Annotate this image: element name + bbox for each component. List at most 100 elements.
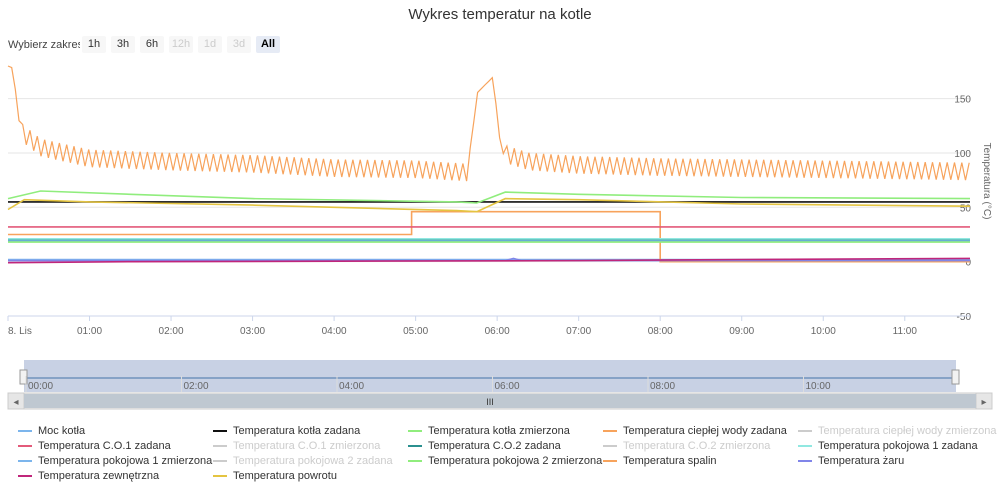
legend-item[interactable]: Temperatura ciepłej wody zadana <box>603 425 787 437</box>
navigator-background <box>24 360 956 392</box>
x-tick-label: 07:00 <box>566 326 591 337</box>
series-line-temperatura-spalin[interactable] <box>7 65 970 182</box>
x-tick-label: 04:00 <box>322 326 347 337</box>
range-button-3d[interactable]: 3d <box>227 36 251 53</box>
range-selector-label: Wybierz zakres <box>8 39 80 51</box>
x-tick-label: 09:00 <box>729 326 754 337</box>
legend-item-label: Temperatura ciepłej wody zmierzona <box>818 425 997 437</box>
legend-item[interactable]: Temperatura kotła zmierzona <box>408 425 570 437</box>
x-tick-label: 08:00 <box>648 326 673 337</box>
x-tick-label: 06:00 <box>485 326 510 337</box>
navigator-ticks: 00:00 02:00 04:00 06:00 08:00 10:00 <box>25 376 831 392</box>
y-tick-label: 50 <box>960 203 972 214</box>
legend-item-label: Temperatura ciepłej wody zadana <box>623 425 787 437</box>
navigator-selected-range[interactable] <box>24 360 956 392</box>
legend-line-symbol <box>213 475 227 477</box>
range-button-12h[interactable]: 12h <box>169 36 193 53</box>
legend-item-label: Temperatura żaru <box>818 455 905 467</box>
legend-item[interactable]: Temperatura ciepłej wody zmierzona <box>798 425 997 437</box>
chart-title: Wykres temperatur na kotle <box>408 6 592 23</box>
series-line-temperatura-powrotu[interactable] <box>7 197 971 213</box>
legend-item-label: Temperatura kotła zadana <box>233 425 361 437</box>
legend-item-label: Temperatura C.O.1 zadana <box>38 440 171 452</box>
legend-item-label: Temperatura C.O.2 zmierzona <box>623 440 771 452</box>
series-line-temperatura-kotła-zmierzona[interactable] <box>7 190 971 204</box>
line-chart[interactable]: 150 100 50 0 -50 8. Lis 01:00 02:00 03:00 04:00 05… <box>0 60 1000 360</box>
navigator[interactable]: 00:00 02:00 04:00 06:00 08:00 10:00 ◂ ▸ III <box>0 360 1000 412</box>
legend-item[interactable]: Temperatura C.O.1 zmierzona <box>213 440 380 452</box>
legend-item[interactable]: Temperatura żaru <box>798 455 904 467</box>
series-line-temperatura-ciepłej-wody-zadana[interactable] <box>8 210 970 263</box>
legend-item[interactable]: Temperatura C.O.2 zadana <box>408 440 561 452</box>
range-selector-buttons: 1h 3h 6h 12h 1d 3d All <box>82 36 280 53</box>
y-tick-label: 150 <box>954 95 971 106</box>
legend-item-label: Temperatura pokojowa 2 zadana <box>233 455 393 467</box>
legend-item-label: Temperatura pokojowa 1 zmierzona <box>38 455 213 467</box>
y-tick-label: 0 <box>965 258 971 269</box>
legend-item[interactable]: Temperatura pokojowa 2 zmierzona <box>408 455 602 467</box>
legend-line-symbol <box>213 460 227 462</box>
navigator-right-handle[interactable] <box>951 369 960 385</box>
range-button-6h[interactable]: 6h <box>140 36 164 53</box>
legend-item[interactable]: Temperatura pokojowa 1 zadana <box>798 440 978 452</box>
legend-item[interactable]: Temperatura zewnętrzna <box>18 470 159 482</box>
legend-line-symbol <box>18 460 32 462</box>
legend-item[interactable]: Temperatura pokojowa 1 zmierzona <box>18 455 212 467</box>
legend-item[interactable]: Temperatura powrotu <box>213 470 337 482</box>
legend-line-symbol <box>603 445 617 447</box>
navigator-tick-label: 06:00 <box>495 381 520 392</box>
legend-item[interactable]: Temperatura C.O.1 zadana <box>18 440 171 452</box>
navigator-tick-label: 02:00 <box>184 381 209 392</box>
navigator-tick-label: 04:00 <box>339 381 364 392</box>
scrollbar-thumb[interactable] <box>24 394 976 408</box>
legend-line-symbol <box>798 430 812 432</box>
legend-item-label: Temperatura C.O.2 zadana <box>428 440 561 452</box>
legend-line-symbol <box>408 430 422 432</box>
legend-line-symbol <box>18 475 32 477</box>
legend-item-label: Temperatura C.O.1 zmierzona <box>233 440 381 452</box>
x-tick-label: 01:00 <box>77 326 102 337</box>
x-tick-label: 02:00 <box>159 326 184 337</box>
legend-item[interactable]: Temperatura spalin <box>603 455 717 467</box>
legend-line-symbol <box>798 445 812 447</box>
legend-line-symbol <box>408 460 422 462</box>
legend-line-symbol <box>603 460 617 462</box>
range-button-1d[interactable]: 1d <box>198 36 222 53</box>
scrollbar-left-arrow-icon: ◂ <box>13 397 18 408</box>
x-tick-label: 03:00 <box>240 326 265 337</box>
legend-item-label: Moc kotła <box>38 425 86 437</box>
legend-item[interactable]: Moc kotła <box>18 425 85 437</box>
legend-item[interactable]: Temperatura kotła zadana <box>213 425 360 437</box>
legend-line-symbol <box>213 445 227 447</box>
legend-line-symbol <box>798 460 812 462</box>
legend-item-label: Temperatura pokojowa 2 zmierzona <box>428 455 603 467</box>
x-tick-label: 8. Lis <box>8 326 32 337</box>
legend-line-symbol <box>213 430 227 432</box>
range-button-1h[interactable]: 1h <box>82 36 106 53</box>
scrollbar-grip-icon: III <box>486 397 494 407</box>
legend-item-label: Temperatura zewnętrzna <box>38 470 160 482</box>
x-tick-label: 05:00 <box>403 326 428 337</box>
navigator-tick-label: 08:00 <box>650 381 675 392</box>
y-tick-label: 100 <box>954 149 971 160</box>
navigator-tick-label: 00:00 <box>28 381 53 392</box>
navigator-tick-label: 10:00 <box>806 381 831 392</box>
range-button-all[interactable]: All <box>256 36 280 53</box>
navigator-left-handle[interactable] <box>19 369 28 385</box>
legend-item-label: Temperatura powrotu <box>233 470 337 482</box>
series-line-temperatura-zewnętrzna[interactable] <box>7 257 971 264</box>
legend-line-symbol <box>18 430 32 432</box>
legend-line-symbol <box>18 445 32 447</box>
legend-item[interactable]: Temperatura pokojowa 2 zadana <box>213 455 393 467</box>
y-axis-title: Temperatura (°C) <box>981 143 992 220</box>
y-tick-label: -50 <box>957 312 972 323</box>
legend-line-symbol <box>603 430 617 432</box>
legend-item-label: Temperatura spalin <box>623 455 717 467</box>
legend-item-label: Temperatura pokojowa 1 zadana <box>818 440 978 452</box>
x-tick-label: 10:00 <box>811 326 836 337</box>
legend-item-label: Temperatura kotła zmierzona <box>428 425 570 437</box>
scrollbar-right-arrow-icon: ▸ <box>981 397 986 408</box>
range-button-3h[interactable]: 3h <box>111 36 135 53</box>
x-tick-label: 11:00 <box>893 326 918 337</box>
legend-item[interactable]: Temperatura C.O.2 zmierzona <box>603 440 770 452</box>
